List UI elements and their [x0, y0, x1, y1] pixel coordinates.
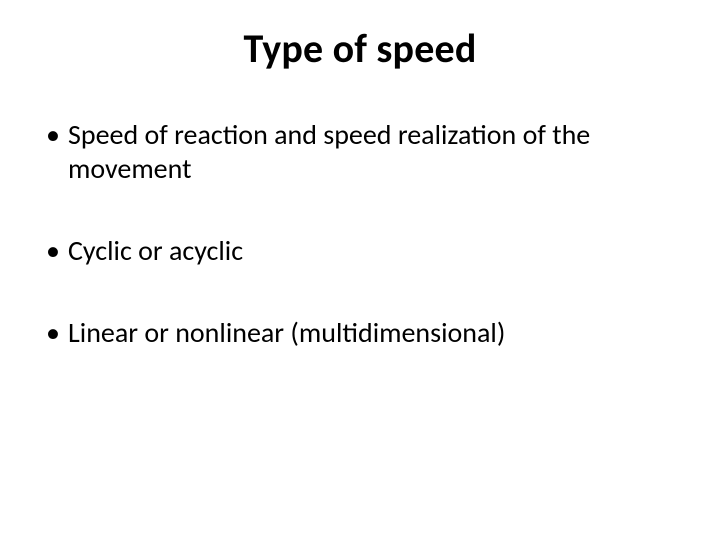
bullet-list: Speed of reaction and speed realization …	[42, 118, 678, 351]
list-item: Speed of reaction and speed realization …	[42, 118, 678, 186]
list-item: Cyclic or acyclic	[42, 234, 678, 268]
list-item: Linear or nonlinear (multidimensional)	[42, 316, 678, 350]
slide: Type of speed Speed of reaction and spee…	[0, 0, 720, 540]
bullet-text: Linear or nonlinear (multidimensional)	[68, 315, 505, 350]
bullet-text: Cyclic or acyclic	[68, 233, 243, 268]
slide-title: Type of speed	[0, 24, 720, 73]
bullet-text: Speed of reaction and speed realization …	[68, 117, 590, 186]
slide-body: Speed of reaction and speed realization …	[42, 118, 678, 399]
